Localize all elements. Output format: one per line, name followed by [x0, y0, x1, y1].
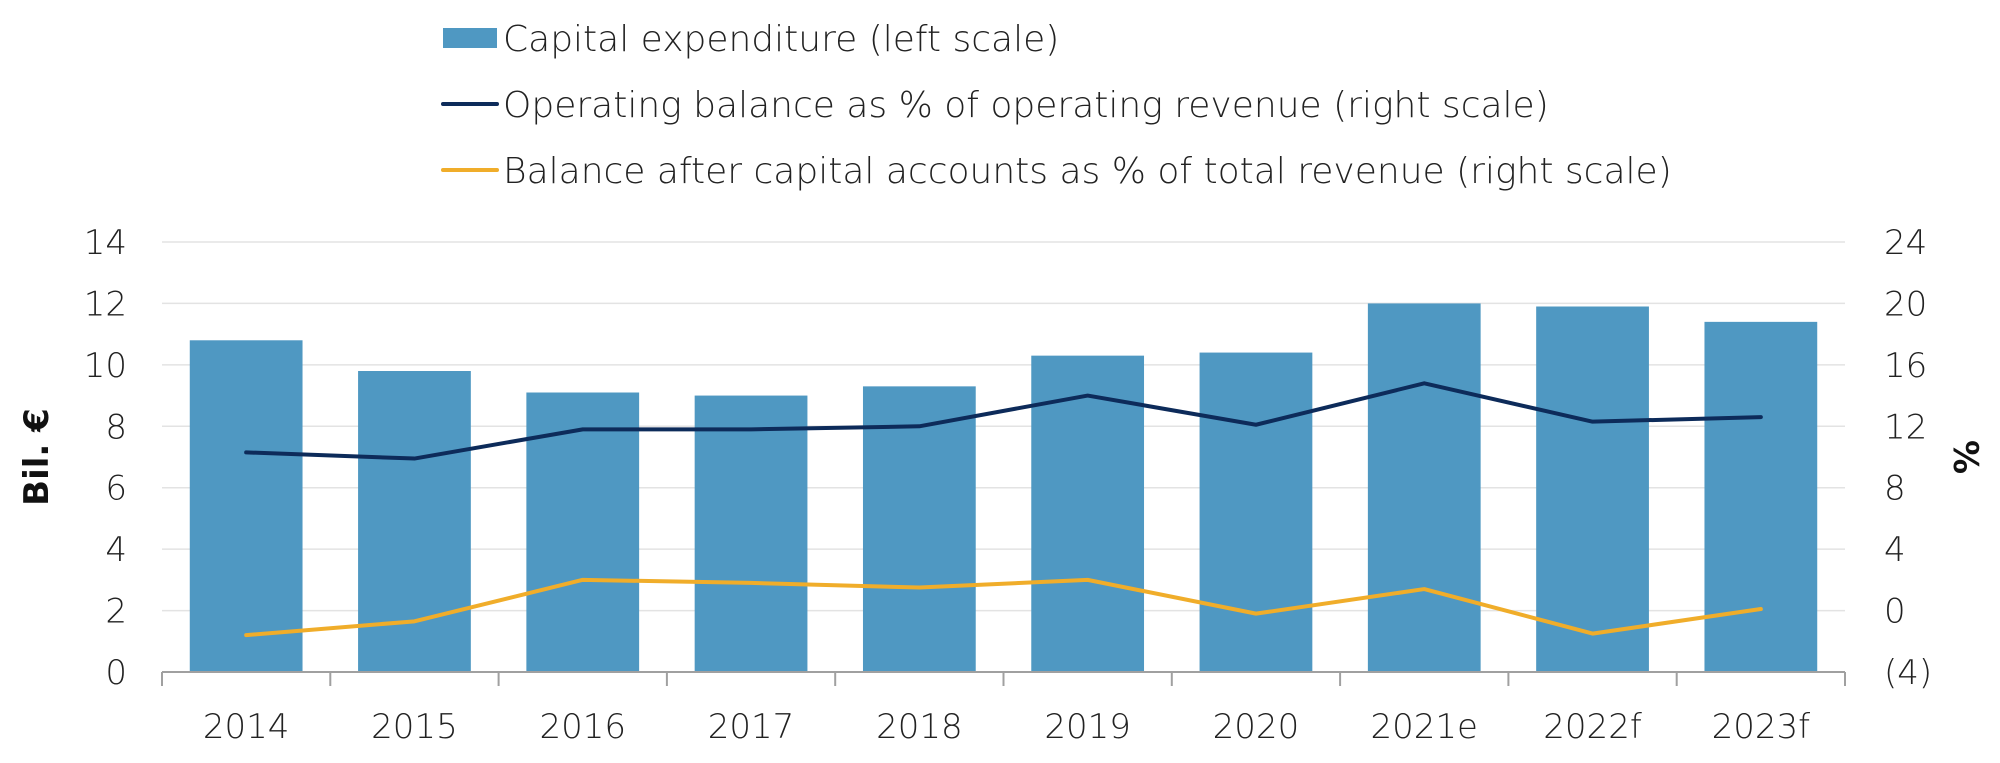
y-right-tick-label: 24	[1884, 223, 1927, 263]
bar-capital-expenditure-2022f	[1536, 306, 1649, 672]
bar-capital-expenditure-2020	[1199, 352, 1313, 672]
bar-capital-expenditure-2021e	[1367, 303, 1481, 672]
x-tick-label: 2016	[539, 707, 626, 747]
y-left-tick-label: 0	[105, 653, 127, 693]
y-right-axis-title: %	[1945, 440, 1985, 474]
x-tick-label: 2017	[708, 707, 795, 747]
y-right-tick-label: (4)	[1884, 653, 1932, 693]
bar-capital-expenditure-2014	[189, 340, 303, 672]
x-tick-label: 2023f	[1712, 707, 1811, 747]
y-left-tick-label: 2	[105, 592, 127, 632]
y-right-tick-label: 8	[1884, 469, 1906, 509]
line-balance-after-capital	[244, 577, 1763, 638]
x-tick-label: 2014	[203, 707, 290, 747]
x-tick-label: 2020	[1213, 707, 1300, 747]
x-tick-label: 2015	[371, 707, 458, 747]
legend-swatch-capital-expenditure	[443, 28, 497, 48]
y-left-tick-label: 6	[105, 469, 127, 509]
bar-capital-expenditure-2023f	[1704, 321, 1818, 672]
legend-label: Operating balance as % of operating reve…	[503, 85, 1549, 126]
legend-label: Capital expenditure (left scale)	[503, 19, 1059, 60]
x-tick-label: 2018	[876, 707, 963, 747]
x-tick-label: 2021e	[1371, 707, 1478, 747]
y-left-tick-label: 10	[84, 346, 127, 386]
y-right-tick-label: 20	[1884, 284, 1927, 324]
bar-capital-expenditure-2018	[862, 386, 976, 672]
y-right-tick-label: 12	[1884, 407, 1927, 447]
y-left-tick-label: 8	[105, 407, 127, 447]
y-right-tick-label: 4	[1884, 530, 1906, 570]
y-left-tick-label: 14	[84, 223, 127, 263]
x-tick-label: 2019	[1044, 707, 1131, 747]
bar-capital-expenditure-2017	[694, 395, 808, 672]
bar-capital-expenditure-2015	[358, 371, 471, 672]
legend-label: Balance after capital accounts as % of t…	[503, 151, 1672, 192]
bar-capital-expenditure-2019	[1031, 355, 1145, 672]
line-operating-balance	[244, 381, 1763, 461]
y-left-tick-label: 4	[105, 530, 127, 570]
y-left-tick-label: 12	[84, 284, 127, 324]
bar-capital-expenditure-2016	[526, 392, 640, 672]
y-left-axis-title: Bil. €	[17, 408, 57, 506]
y-right-tick-label: 16	[1884, 346, 1927, 386]
x-tick-label: 2022f	[1543, 707, 1642, 747]
y-right-tick-label: 0	[1884, 592, 1906, 632]
